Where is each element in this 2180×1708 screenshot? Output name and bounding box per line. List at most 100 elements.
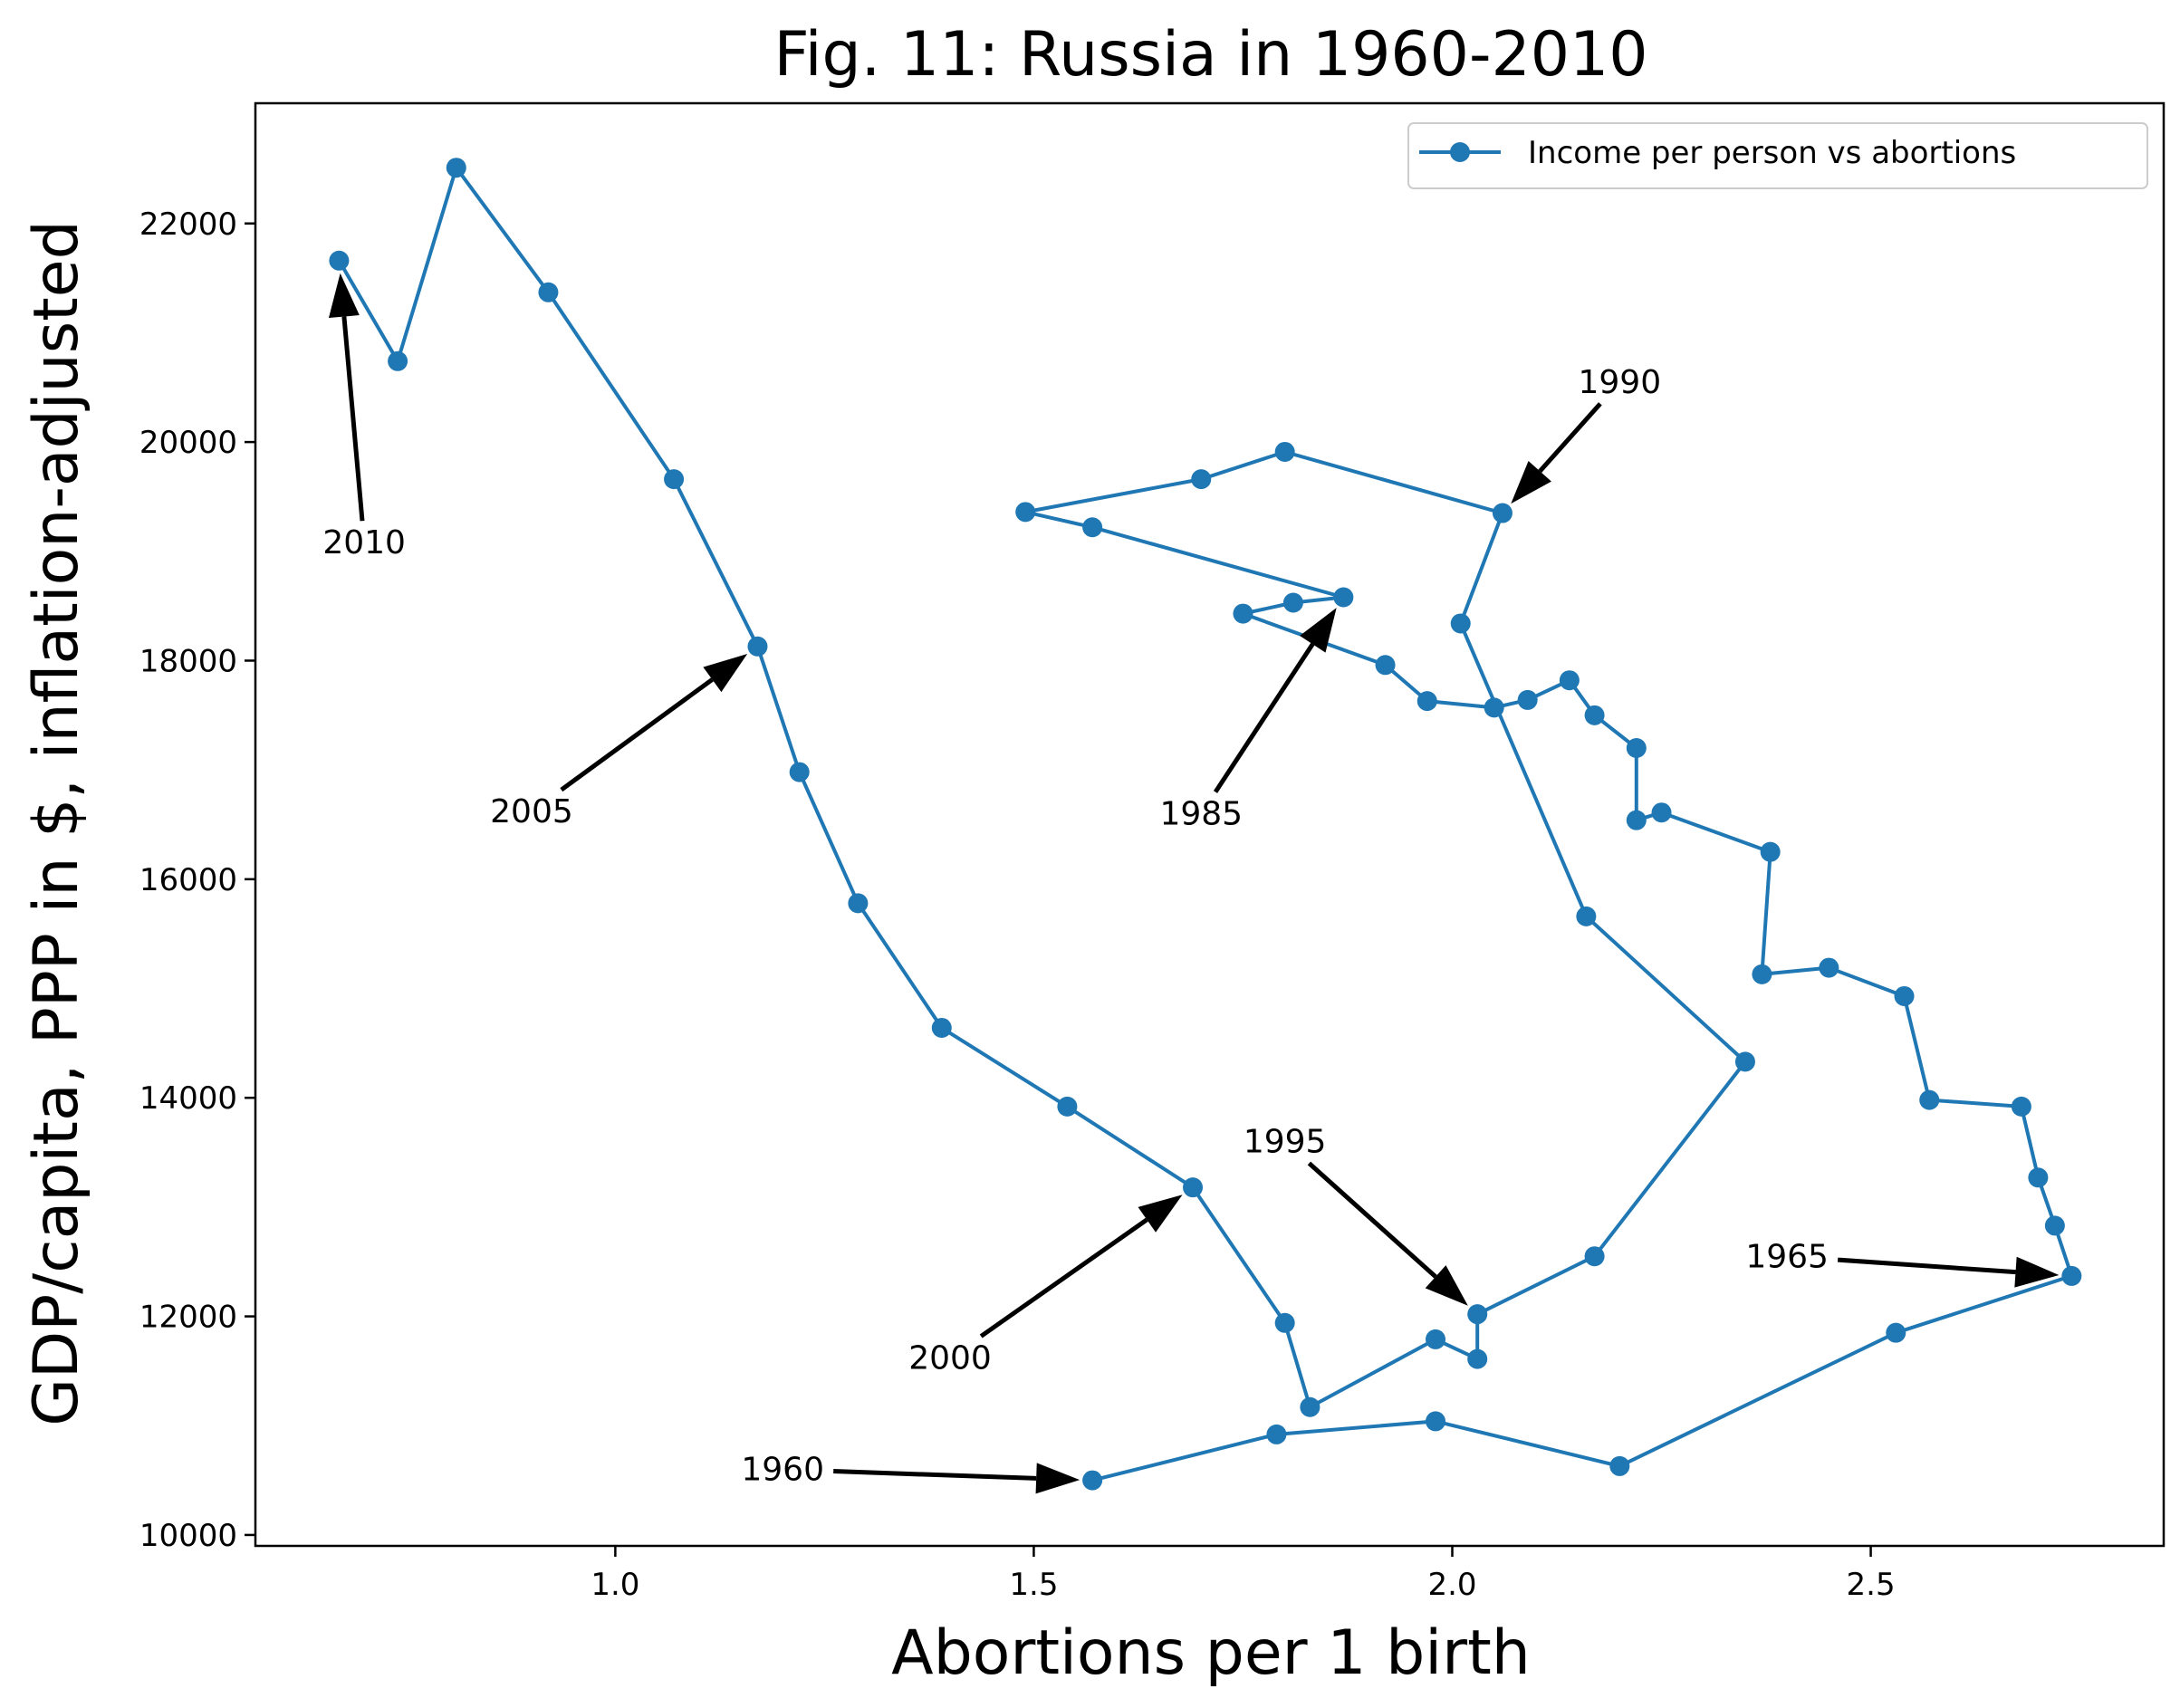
data-point [1450, 613, 1471, 634]
annotation-label: 1995 [1244, 1124, 1327, 1161]
data-point [1919, 1089, 1940, 1110]
data-point [1300, 1396, 1320, 1417]
annotation-arrow-shaft [1837, 1257, 2016, 1275]
annotation-label: 1990 [1579, 364, 1662, 401]
data-point [538, 282, 559, 302]
annotation-label: 2005 [490, 793, 573, 830]
annotation-arrow-head [1138, 1195, 1183, 1233]
data-point [1282, 592, 1303, 613]
data-point [1626, 738, 1647, 759]
data-point [2044, 1215, 2065, 1236]
data-point [329, 250, 350, 271]
annotation-arrow-shaft [833, 1469, 1037, 1481]
data-point [1559, 670, 1580, 691]
data-point [1057, 1096, 1078, 1117]
annotation-arrow-head [1511, 461, 1551, 504]
data-point [1082, 1470, 1103, 1491]
data-point [1819, 957, 1839, 978]
data-point [1183, 1177, 1204, 1198]
plot-area [329, 158, 2082, 1491]
data-point [446, 158, 466, 178]
y-tick-label: 22000 [139, 206, 237, 243]
data-point [1886, 1322, 1906, 1343]
annotation-arrow-head [2014, 1256, 2060, 1288]
data-point [1492, 503, 1513, 523]
data-point [1333, 587, 1354, 608]
data-point [1734, 1051, 1755, 1072]
legend-frame [1407, 122, 2148, 189]
y-tick-label: 20000 [139, 425, 237, 461]
data-point [1584, 705, 1605, 725]
data-point [1760, 841, 1781, 862]
legend-entry-label: Income per person vs abortions [1528, 135, 2016, 171]
data-point [1417, 691, 1437, 712]
data-point [1426, 1411, 1446, 1432]
y-tick-label: 10000 [139, 1518, 237, 1554]
annotation-arrow-shaft [1307, 1161, 1437, 1279]
data-point [2061, 1265, 2082, 1286]
x-tick-label: 2.0 [1427, 1567, 1476, 1603]
annotation-arrow-head [1425, 1265, 1468, 1306]
legend: Income per person vs abortions [1407, 122, 2148, 189]
data-point [2011, 1096, 2031, 1117]
data-point [1233, 603, 1253, 624]
data-point [1609, 1455, 1630, 1476]
data-point [388, 350, 408, 371]
data-point [1467, 1304, 1488, 1325]
data-point [1467, 1348, 1488, 1369]
annotation-arrow-shaft [1538, 402, 1602, 473]
y-tick-label: 16000 [139, 862, 237, 898]
data-point [1266, 1424, 1287, 1444]
data-point [1375, 655, 1396, 676]
plot-frame [254, 101, 2166, 1548]
annotation-label: 2000 [908, 1339, 992, 1377]
annotations: 1960 1965 1985 1990 1995 2000 2005 2010 [322, 273, 2060, 1494]
data-point [1651, 802, 1672, 823]
x-axis: 1.0 1.5 2.0 2.5 [591, 1546, 1896, 1603]
annotation-arrow-head [703, 654, 748, 693]
legend-marker-swatch [1450, 142, 1470, 162]
data-point [747, 636, 768, 657]
y-tick-label: 12000 [139, 1300, 237, 1336]
data-point [1191, 469, 1212, 490]
x-tick-label: 2.5 [1847, 1567, 1896, 1603]
data-point [1626, 810, 1647, 830]
annotation-arrow-shaft [1213, 642, 1315, 793]
annotation-arrow-head [328, 273, 360, 319]
data-point [1426, 1329, 1446, 1349]
data-point [1015, 502, 1036, 523]
y-tick-label: 14000 [139, 1080, 237, 1117]
annotation-label: 2010 [322, 524, 406, 561]
annotation-label: 1985 [1159, 796, 1243, 833]
data-point [931, 1017, 952, 1038]
data-point [1752, 964, 1772, 984]
y-axis: 10000 12000 14000 16000 18000 20000 22000 [139, 206, 255, 1554]
data-point [789, 762, 810, 782]
annotation-arrow-head [1035, 1463, 1080, 1494]
data-point [1274, 1312, 1295, 1333]
annotation-label: 1965 [1745, 1238, 1829, 1275]
data-point [1484, 697, 1504, 718]
data-point [664, 469, 685, 490]
data-point [1584, 1246, 1605, 1267]
data-point [2028, 1167, 2049, 1188]
data-point [1082, 517, 1103, 538]
x-tick-label: 1.0 [591, 1567, 639, 1603]
data-point [1274, 441, 1295, 462]
data-point [1517, 689, 1538, 710]
y-axis-label: GDP/capita, PPP in $, inflation-adjusted [21, 220, 92, 1426]
y-tick-label: 18000 [139, 643, 237, 679]
x-axis-label: Abortions per 1 birth [891, 1617, 1531, 1689]
annotation-arrow-head [1300, 608, 1337, 653]
data-point [1894, 985, 1915, 1006]
annotation-arrow-shaft [560, 677, 714, 792]
data-point [1576, 906, 1597, 926]
data-point [848, 893, 869, 914]
annotation-arrow-shaft [341, 316, 365, 522]
annotation-arrow-shaft [979, 1217, 1148, 1339]
annotation-label: 1960 [741, 1452, 824, 1489]
x-tick-label: 1.5 [1009, 1567, 1058, 1603]
chart-title: Fig. 11: Russia in 1960-2010 [773, 19, 1647, 91]
